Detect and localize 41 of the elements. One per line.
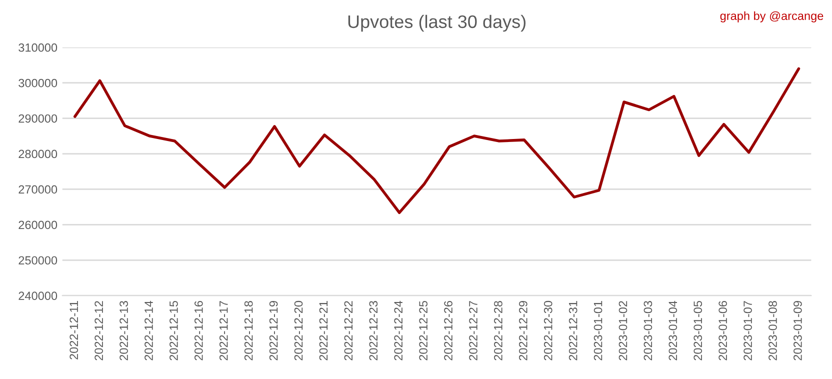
x-tick-label: 2022-12-18 bbox=[244, 300, 253, 360]
x-tick-label: 2023-01-02 bbox=[618, 301, 628, 360]
y-tick-label: 280000 bbox=[18, 150, 58, 158]
x-tick-label: 2022-12-26 bbox=[444, 300, 452, 360]
y-tick-label: 300000 bbox=[18, 78, 58, 88]
x-tick-label: 2022-12-29 bbox=[518, 301, 528, 360]
x-tick-label: 2022-12-13 bbox=[120, 300, 128, 360]
y-tick-label: 290000 bbox=[18, 114, 58, 123]
x-tick-label: 2022-12-23 bbox=[369, 300, 378, 360]
x-tick-label: 2022-12-24 bbox=[394, 300, 403, 360]
x-tick-label: 2022-12-16 bbox=[194, 300, 203, 360]
x-tick-label: 2022-12-11 bbox=[70, 301, 78, 360]
x-tick-label: 2022-12-25 bbox=[419, 300, 428, 360]
line-series bbox=[73, 67, 800, 214]
x-tick-label: 2023-01-04 bbox=[668, 300, 678, 360]
y-tick-label: 250000 bbox=[18, 256, 58, 265]
y-tick-label: 240000 bbox=[18, 292, 58, 300]
x-tick-label: 2023-01-07 bbox=[744, 301, 752, 360]
x-tick-label: 2023-01-03 bbox=[644, 300, 652, 360]
x-tick-label: 2023-01-06 bbox=[718, 300, 728, 360]
x-tick-label: 2022-12-22 bbox=[344, 301, 353, 360]
x-tick-label: 2023-01-01 bbox=[594, 301, 602, 360]
x-tick-label: 2022-12-12 bbox=[94, 301, 104, 360]
x-tick-label: 2022-12-14 bbox=[144, 300, 153, 360]
y-tick-label: 310000 bbox=[18, 43, 58, 52]
y-tick-label: 260000 bbox=[18, 220, 58, 230]
text: graph by @arcange bbox=[720, 11, 824, 22]
x-tick-label: 2022-12-17 bbox=[219, 301, 228, 360]
x-tick-label: 2023-01-05 bbox=[694, 300, 702, 360]
x-tick-label: 2022-12-28 bbox=[494, 300, 502, 360]
x-tick-label: 2023-01-08 bbox=[768, 300, 777, 360]
x-tick-label: 2023-01-09 bbox=[794, 301, 802, 360]
x-tick-label: 2022-12-27 bbox=[469, 301, 478, 360]
y-tick-label: 270000 bbox=[18, 185, 58, 194]
chart-title: Upvotes (last 30 days) bbox=[348, 14, 526, 32]
x-tick-label: 2022-12-30 bbox=[544, 300, 552, 360]
x-tick-label: 2022-12-19 bbox=[269, 301, 278, 360]
x-tick-label: 2022-12-21 bbox=[319, 301, 328, 360]
x-tick-label: 2022-12-20 bbox=[294, 300, 303, 360]
x-tick-label: 2022-12-31 bbox=[568, 301, 578, 360]
x-tick-label: 2022-12-15 bbox=[170, 300, 178, 360]
